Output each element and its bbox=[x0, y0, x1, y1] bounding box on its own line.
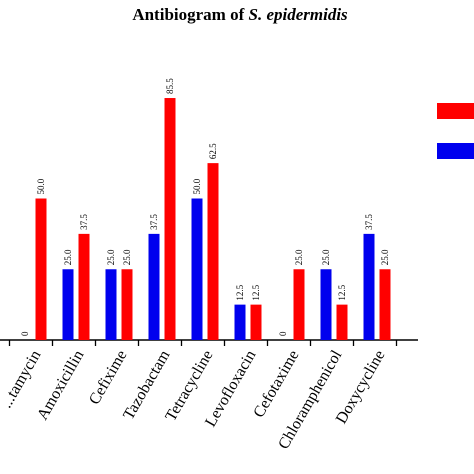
value-label: 25.0 bbox=[106, 249, 116, 265]
value-label: 12.5 bbox=[251, 284, 261, 300]
x-ticks-group bbox=[8, 340, 398, 346]
bar-red bbox=[78, 233, 90, 340]
bar-blue bbox=[105, 269, 117, 340]
value-label: 37.5 bbox=[364, 214, 374, 230]
value-label: 25.0 bbox=[321, 249, 331, 265]
bars-group bbox=[35, 98, 391, 340]
value-labels-group: 0 50.0 25.0 37.5 25.0 25.0 37.5 85.5 50.0 62.5 12.… bbox=[20, 78, 390, 336]
bar-blue bbox=[62, 269, 74, 340]
value-label: 37.5 bbox=[79, 214, 89, 230]
category-labels-group: ...n...tamycinAmoxicillinCefiximeTazobac… bbox=[0, 347, 388, 452]
category-label: Cefixime bbox=[86, 348, 130, 408]
category-label: ...tamycin bbox=[0, 348, 44, 412]
value-label: 85.5 bbox=[165, 78, 175, 94]
value-label: 62.5 bbox=[208, 143, 218, 159]
value-label: 12.5 bbox=[337, 284, 347, 300]
value-label: 50.0 bbox=[192, 178, 202, 194]
value-label: 12.5 bbox=[235, 284, 245, 300]
value-label: 37.5 bbox=[149, 214, 159, 230]
bar-blue bbox=[234, 304, 246, 340]
bar-red bbox=[379, 269, 391, 340]
bar-red bbox=[164, 98, 176, 340]
bar-red bbox=[35, 198, 47, 340]
bar-red bbox=[293, 269, 305, 340]
value-label: 25.0 bbox=[380, 249, 390, 265]
chart-title-prefix: Antibiogram of bbox=[132, 5, 248, 24]
bar-red bbox=[250, 304, 262, 340]
value-label: 25.0 bbox=[294, 249, 304, 265]
bar-blue bbox=[363, 233, 375, 340]
value-label: 25.0 bbox=[122, 249, 132, 265]
bar-blue bbox=[148, 233, 160, 340]
legend-swatch-red bbox=[437, 103, 474, 119]
chart-title-organism: S. epidermidis bbox=[249, 5, 349, 24]
legend bbox=[437, 103, 474, 159]
chart-title: Antibiogram of S. epidermidis bbox=[132, 5, 348, 24]
category-label: ...n bbox=[0, 348, 1, 374]
value-label: 50.0 bbox=[36, 178, 46, 194]
bar-blue bbox=[320, 269, 332, 340]
value-label: 0 bbox=[278, 331, 288, 336]
value-label: 25.0 bbox=[63, 249, 73, 265]
bar-blue bbox=[191, 198, 203, 340]
value-label: 0 bbox=[20, 331, 30, 336]
bar-red bbox=[121, 269, 133, 340]
bar-red bbox=[207, 163, 219, 340]
legend-swatch-blue bbox=[437, 143, 474, 159]
bar-red bbox=[336, 304, 348, 340]
